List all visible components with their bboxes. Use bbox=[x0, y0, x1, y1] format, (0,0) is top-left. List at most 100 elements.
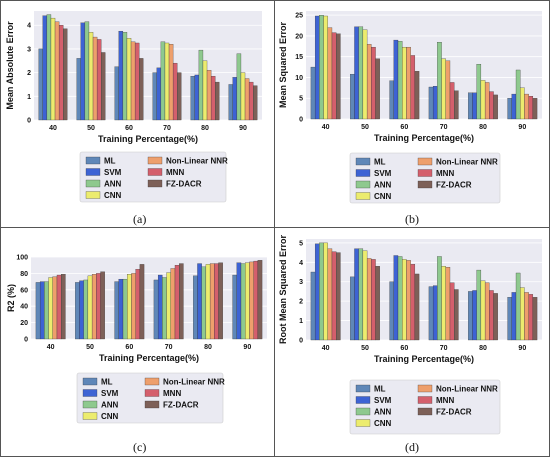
bar bbox=[166, 272, 171, 340]
bar bbox=[432, 285, 438, 341]
y-tick-label: 5 bbox=[299, 240, 303, 247]
bar bbox=[118, 278, 124, 340]
bar bbox=[209, 263, 215, 340]
legend-swatch bbox=[355, 192, 371, 200]
bar bbox=[80, 22, 86, 121]
legend-label: MNN bbox=[436, 396, 454, 405]
bar bbox=[310, 271, 316, 341]
x-tick-label: 40 bbox=[322, 124, 330, 131]
x-tick-label: 60 bbox=[125, 344, 133, 351]
legend-swatch bbox=[355, 157, 371, 166]
bar bbox=[393, 39, 399, 120]
bar bbox=[253, 260, 259, 340]
legend-box bbox=[79, 151, 227, 203]
bar bbox=[232, 274, 237, 340]
bar bbox=[428, 286, 434, 341]
legend-label: CNN bbox=[101, 412, 119, 421]
bar bbox=[206, 70, 212, 121]
bar bbox=[248, 81, 254, 121]
bar bbox=[139, 264, 145, 340]
x-axis-label: Training Percentage(%) bbox=[374, 133, 474, 143]
chart-panel-b: 0 5 10 15 20 25 40 50 60 70 80 90 Training Percentag… bbox=[278, 11, 542, 204]
bar bbox=[449, 82, 455, 120]
bar bbox=[61, 274, 66, 340]
legend-swatch bbox=[82, 377, 98, 386]
y-tick-label: 0 bbox=[299, 117, 303, 124]
bar bbox=[236, 262, 242, 340]
horizontal-divider bbox=[0, 227, 550, 228]
bar bbox=[358, 26, 364, 120]
bar bbox=[336, 33, 341, 120]
bar bbox=[48, 277, 53, 340]
bar bbox=[179, 263, 184, 340]
y-tick-label: 80 bbox=[20, 271, 28, 278]
y-tick-label: 15 bbox=[295, 54, 303, 61]
bar bbox=[130, 41, 136, 121]
caption-d: (d) bbox=[405, 440, 419, 454]
bar bbox=[50, 17, 56, 121]
x-tick-label: 40 bbox=[49, 125, 57, 132]
bar bbox=[493, 94, 498, 120]
bar bbox=[366, 258, 372, 341]
bar bbox=[134, 42, 140, 121]
x-tick-label: 40 bbox=[322, 345, 330, 352]
legend-swatch bbox=[147, 168, 163, 176]
bar bbox=[476, 64, 482, 120]
bar bbox=[38, 48, 43, 121]
bar bbox=[157, 274, 163, 340]
bar bbox=[441, 266, 446, 341]
bar bbox=[327, 27, 333, 120]
bar bbox=[371, 46, 376, 120]
bar bbox=[310, 66, 316, 120]
bar bbox=[42, 15, 48, 121]
bar bbox=[114, 66, 119, 121]
bar bbox=[156, 67, 162, 121]
y-tick-label: 4 bbox=[299, 260, 303, 267]
bar bbox=[177, 72, 182, 121]
bar bbox=[414, 273, 420, 341]
legend-label: SVM bbox=[101, 389, 119, 398]
bar bbox=[507, 98, 512, 120]
y-tick-label: 1 bbox=[27, 94, 31, 101]
legend-label: FZ-DACR bbox=[163, 401, 199, 410]
bar bbox=[432, 86, 438, 120]
bar bbox=[214, 263, 219, 340]
y-tick-label: 0 bbox=[24, 337, 28, 344]
bar bbox=[139, 58, 144, 121]
bar bbox=[152, 72, 157, 121]
bar bbox=[484, 82, 490, 120]
bar bbox=[87, 275, 93, 340]
bar bbox=[331, 251, 337, 341]
x-tick-label: 70 bbox=[440, 124, 448, 131]
y-tick-label: 1 bbox=[299, 318, 303, 325]
bar bbox=[350, 276, 355, 341]
plot-area bbox=[31, 257, 267, 339]
bar bbox=[218, 262, 223, 340]
legend-swatch bbox=[147, 156, 163, 165]
bar bbox=[84, 21, 90, 121]
bar bbox=[96, 273, 101, 340]
y-axis-label: Mean Squared Error bbox=[278, 21, 288, 108]
bar bbox=[240, 72, 246, 121]
legend-label: Non-Linear NNR bbox=[436, 158, 498, 167]
bar bbox=[489, 290, 494, 341]
bar bbox=[314, 15, 320, 120]
bar bbox=[371, 259, 376, 341]
legend-swatch bbox=[355, 396, 371, 404]
y-tick-label: 0 bbox=[299, 338, 303, 345]
bar bbox=[532, 98, 538, 120]
bar bbox=[96, 39, 102, 121]
legend-swatch bbox=[355, 384, 371, 393]
bar bbox=[319, 15, 324, 120]
bar bbox=[79, 280, 84, 340]
bar bbox=[160, 41, 166, 121]
bar bbox=[511, 93, 517, 120]
bar bbox=[236, 53, 242, 121]
y-tick-label: 60 bbox=[20, 287, 28, 294]
legend-swatch bbox=[82, 412, 98, 420]
bar bbox=[524, 292, 529, 341]
bar bbox=[410, 55, 416, 120]
bar bbox=[449, 282, 455, 341]
x-tick-label: 50 bbox=[87, 125, 95, 132]
x-axis-label: Training Percentage(%) bbox=[98, 134, 198, 144]
